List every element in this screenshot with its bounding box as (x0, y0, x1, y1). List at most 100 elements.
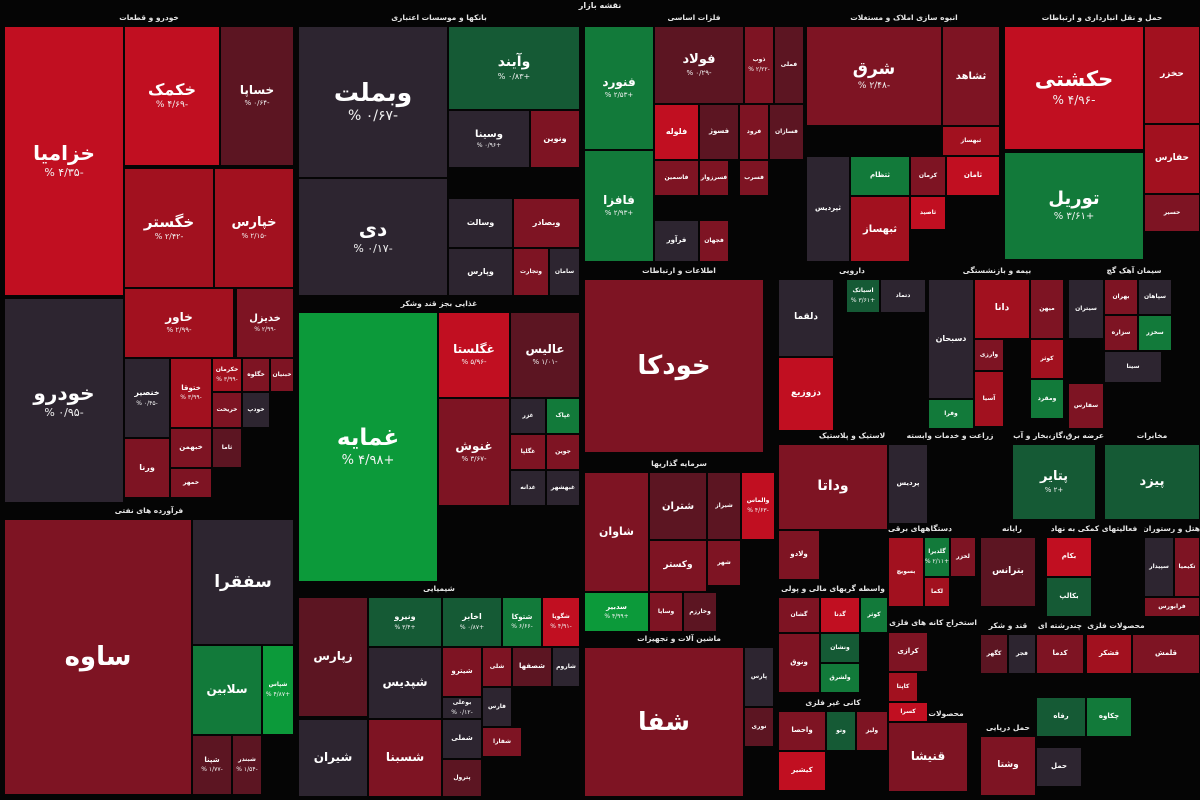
stock-tile[interactable]: ونشان (820, 633, 860, 663)
stock-tile[interactable]: اخابر +۰/۸۷ % (442, 597, 502, 647)
stock-tile[interactable]: کرازی (888, 632, 928, 672)
stock-tile[interactable]: شهر (707, 540, 741, 586)
stock-tile[interactable]: فسرب (739, 160, 769, 196)
stock-tile[interactable]: سدبیر +۴/۹۹ % (584, 592, 649, 632)
stock-tile[interactable]: گلدیرا +۲/۱۱ % (924, 537, 950, 577)
stock-tile[interactable]: شیران (298, 719, 368, 797)
stock-tile[interactable]: گشان (778, 597, 820, 633)
stock-tile[interactable]: بسویچ (888, 537, 924, 607)
stock-tile[interactable]: ثاصید (910, 196, 946, 230)
stock-tile[interactable]: خنصیر -۰/۴۵ % (124, 358, 170, 438)
stock-tile[interactable]: قنیشا (888, 722, 968, 792)
stock-tile[interactable]: ثبهساز (942, 126, 1000, 156)
stock-tile[interactable]: غنوش -۳/۶۷ % (438, 398, 510, 506)
stock-tile[interactable]: ولیز (856, 711, 888, 751)
stock-tile[interactable]: غگلپا (510, 434, 546, 470)
stock-tile[interactable]: بترانس (980, 537, 1036, 607)
stock-tile[interactable]: والماس -۴/۶۳ % (741, 472, 775, 540)
stock-tile[interactable]: ثشاهد (942, 26, 1000, 126)
stock-tile[interactable]: کوثر (860, 597, 888, 633)
stock-tile[interactable]: وارزی (974, 339, 1004, 371)
stock-tile[interactable]: وبصادر (513, 198, 580, 248)
stock-tile[interactable]: قشکر (1086, 634, 1132, 674)
stock-tile[interactable]: شتوکا -۶/۶۶ % (502, 597, 542, 647)
stock-tile[interactable]: شرق -۲/۴۸ % (806, 26, 942, 126)
stock-tile[interactable]: کوثر (1030, 339, 1064, 379)
stock-tile[interactable]: وسالت (448, 198, 513, 248)
stock-tile[interactable]: دتماد (880, 279, 926, 313)
stock-tile[interactable]: شاوان (584, 472, 649, 592)
stock-tile[interactable]: لخزر (950, 537, 976, 577)
stock-tile[interactable]: ورنا (124, 438, 170, 498)
stock-tile[interactable]: فسازان (769, 104, 804, 160)
stock-tile[interactable]: سینا (1104, 351, 1162, 383)
stock-tile[interactable]: خپارس -۲/۱۵ % (214, 168, 294, 288)
stock-tile[interactable]: خاور -۲/۹۹ % (124, 288, 234, 358)
stock-tile[interactable]: ونوین (530, 110, 580, 168)
stock-tile[interactable]: پترول (442, 759, 482, 797)
stock-tile[interactable]: شپاس +۴/۸۷ % (262, 645, 294, 735)
stock-tile[interactable]: فرآور (654, 220, 699, 262)
stock-tile[interactable]: چکاوه (1086, 697, 1132, 737)
stock-tile[interactable]: وآیند +۰/۸۳ % (448, 26, 580, 110)
stock-tile[interactable]: سفارس (1068, 383, 1104, 429)
stock-tile[interactable]: سپاهان (1138, 279, 1172, 315)
stock-tile[interactable]: دلقما (778, 279, 834, 357)
stock-tile[interactable]: قلمش (1132, 634, 1200, 674)
stock-tile[interactable]: خکمک -۴/۶۹ % (124, 26, 220, 166)
stock-tile[interactable]: خمهر (170, 468, 212, 498)
stock-tile[interactable]: لکما (924, 577, 950, 607)
stock-tile[interactable]: وتو (826, 711, 856, 751)
stock-tile[interactable]: پردیس (888, 444, 928, 524)
stock-tile[interactable]: وسایا (649, 592, 683, 632)
stock-tile[interactable]: سامان (549, 248, 580, 296)
stock-tile[interactable]: ثبهساز (850, 196, 910, 262)
stock-tile[interactable]: ونیرو +۳/۴ % (368, 597, 442, 647)
stock-tile[interactable]: شلی (482, 647, 512, 687)
stock-tile[interactable]: وداتا (778, 444, 888, 530)
stock-tile[interactable]: زپارس (298, 597, 368, 717)
stock-tile[interactable]: کسرا (888, 702, 928, 722)
stock-tile[interactable]: شیراز (707, 472, 741, 540)
stock-tile[interactable]: گدنا (820, 597, 860, 633)
stock-tile[interactable]: سلابین (192, 645, 262, 735)
stock-tile[interactable]: غبهشهر (546, 470, 580, 506)
stock-tile[interactable]: وپارس (448, 248, 513, 296)
stock-tile[interactable]: ثپردیس (806, 156, 850, 262)
stock-tile[interactable]: ساوه (4, 519, 192, 795)
stock-tile[interactable]: فارس (482, 687, 512, 727)
stock-tile[interactable]: وفرا (928, 399, 974, 429)
stock-tile[interactable]: فافزا +۲/۹۳ % (584, 150, 654, 262)
stock-tile[interactable]: غپاک (546, 398, 580, 434)
stock-tile[interactable]: کاپتا (888, 672, 918, 702)
stock-tile[interactable]: واحصا (778, 711, 826, 751)
stock-tile[interactable]: وکستر (649, 540, 707, 592)
stock-tile[interactable]: خگستر -۲/۴۲ % (124, 168, 214, 288)
stock-tile[interactable]: وسینا +۰/۹۶ % (448, 110, 530, 168)
stock-tile[interactable]: بهران (1104, 279, 1138, 315)
stock-tile[interactable]: بکام (1046, 537, 1092, 577)
stock-tile[interactable]: دانا (974, 279, 1030, 339)
stock-tile[interactable]: سپیدار (1144, 537, 1174, 597)
stock-tile[interactable]: ثامان (946, 156, 1000, 196)
stock-tile[interactable]: ونوق (778, 633, 820, 693)
stock-tile[interactable]: سیتران (1068, 279, 1104, 339)
stock-tile[interactable]: شبندر -۱/۵۴ % (232, 735, 262, 795)
stock-tile[interactable]: خبنیان (270, 358, 294, 392)
stock-tile[interactable]: کیشیر (778, 751, 826, 791)
stock-tile[interactable]: شگویا -۴/۹۱ % (542, 597, 580, 647)
stock-tile[interactable]: غگلستا -۵/۹۶ % (438, 312, 510, 398)
stock-tile[interactable]: جوین (546, 434, 580, 470)
stock-tile[interactable]: خریخت (212, 392, 242, 428)
stock-tile[interactable]: شتران (649, 472, 707, 540)
stock-tile[interactable]: وخارزم (683, 592, 717, 632)
stock-tile[interactable]: پارس (744, 647, 774, 707)
stock-tile[interactable]: حسیر (1144, 194, 1200, 232)
stock-tile[interactable]: ثاما (212, 428, 242, 468)
stock-tile[interactable]: غمایه +۴/۹۸ % (298, 312, 438, 582)
stock-tile[interactable]: شپنا -۱/۷۷ % (192, 735, 232, 795)
stock-tile[interactable]: تکیمیا (1174, 537, 1200, 597)
stock-tile[interactable]: دزوزیع (778, 357, 834, 431)
stock-tile[interactable]: شیترو (442, 647, 482, 697)
stock-tile[interactable]: خبهمن (170, 428, 212, 468)
